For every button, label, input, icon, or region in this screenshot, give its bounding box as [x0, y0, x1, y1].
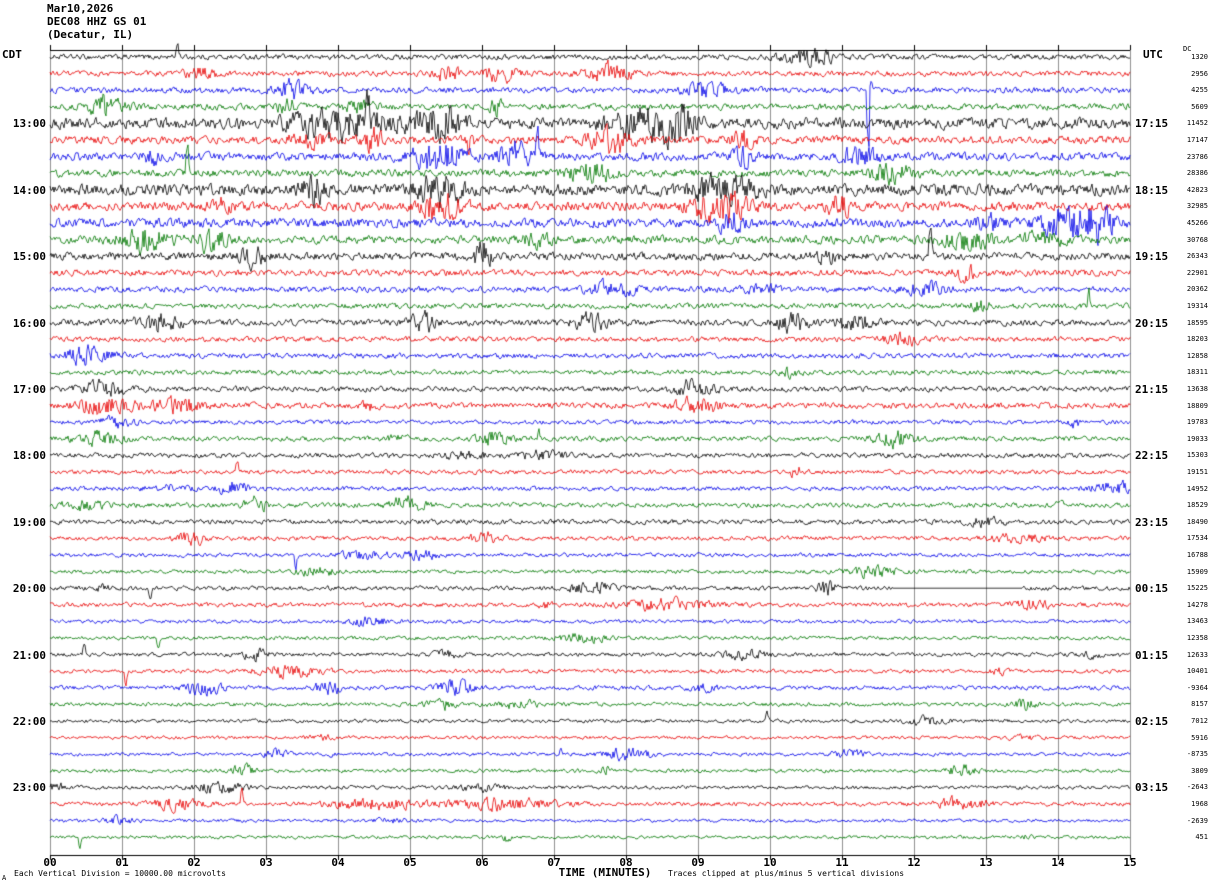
right-trace-value: 30768	[1186, 235, 1208, 244]
right-trace-value: 26343	[1186, 252, 1208, 261]
right-trace-value: 2956	[1191, 69, 1208, 78]
right-trace-value: 22901	[1186, 268, 1208, 277]
right-trace-value: 17534	[1186, 534, 1208, 543]
timezone-left-label: CDT	[2, 48, 22, 61]
right-trace-value: 5609	[1191, 102, 1208, 111]
left-hour-label: 21:00	[12, 648, 46, 662]
right-trace-value: 18311	[1186, 368, 1208, 377]
right-trace-value: 28386	[1186, 169, 1208, 178]
right-trace-value: 17147	[1186, 136, 1208, 144]
right-utc-label: 22:15	[1135, 449, 1169, 463]
x-tick-label: 11	[835, 856, 849, 869]
right-trace-value: 18490	[1186, 517, 1208, 526]
right-trace-value: 7012	[1191, 717, 1208, 725]
right-trace-value: 15225	[1186, 584, 1208, 593]
right-utc-label: 00:15	[1135, 582, 1169, 596]
x-tick-label: 12	[907, 856, 921, 869]
left-hour-label: 19:00	[12, 515, 46, 529]
right-utc-label: 21:15	[1135, 383, 1169, 396]
x-tick-label: 03	[259, 856, 273, 869]
right-trace-value: 12358	[1186, 634, 1208, 642]
right-trace-value: -2639	[1186, 816, 1208, 825]
right-trace-value: -8735	[1186, 750, 1208, 759]
x-tick-label: 15	[1123, 856, 1137, 869]
right-utc-label: 01:15	[1135, 648, 1169, 662]
left-hour-label: 23:00	[12, 781, 46, 795]
x-tick-label: 09	[691, 856, 705, 869]
right-utc-label: 18:15	[1135, 183, 1169, 197]
x-tick-label: 07	[547, 856, 561, 869]
left-hour-label: 16:00	[12, 316, 46, 330]
right-trace-value: 19033	[1186, 434, 1208, 443]
right-trace-value: 18203	[1186, 335, 1208, 344]
title-location: (Decatur, IL)	[47, 28, 134, 41]
right-trace-value: 45266	[1186, 219, 1208, 227]
left-hour-label: 22:00	[12, 715, 46, 728]
left-hour-label: 18:00	[12, 449, 46, 463]
x-tick-label: 01	[115, 856, 129, 869]
right-utc-label: 23:15	[1135, 515, 1169, 529]
right-trace-value: 19151	[1186, 468, 1208, 476]
right-trace-value: 16788	[1186, 551, 1208, 559]
x-tick-label: 08	[619, 856, 633, 869]
left-hour-label: 13:00	[12, 117, 46, 131]
x-tick-label: 14	[1051, 856, 1065, 869]
x-tick-label: 00	[43, 856, 57, 869]
right-trace-value: 8157	[1191, 700, 1208, 709]
x-tick-label: 02	[187, 856, 201, 869]
timezone-right-label: UTC	[1143, 48, 1163, 61]
right-trace-value: 18595	[1186, 318, 1208, 327]
right-trace-value: 451	[1195, 833, 1208, 842]
right-trace-value: 14278	[1186, 600, 1208, 609]
left-hour-label: 20:00	[12, 582, 46, 596]
x-tick-label: 10	[763, 856, 777, 869]
right-trace-value: 23786	[1186, 152, 1208, 161]
footer-scale-note: Each Vertical Division = 10000.00 microv…	[14, 869, 226, 878]
corner-mark: A	[2, 874, 7, 882]
right-trace-value: 5916	[1191, 733, 1208, 742]
right-trace-value: 4255	[1191, 86, 1208, 95]
right-utc-label: 03:15	[1135, 781, 1169, 795]
title-station: DEC08 HHZ GS 01	[47, 15, 147, 28]
x-tick-label: 06	[475, 856, 489, 869]
right-trace-value: 18809	[1186, 401, 1208, 410]
dc-scale-label: DC	[1183, 45, 1192, 53]
right-utc-label: 19:15	[1135, 250, 1169, 264]
x-tick-label: 05	[403, 856, 417, 869]
right-trace-value: 15909	[1186, 567, 1208, 576]
right-utc-label: 17:15	[1135, 117, 1169, 131]
left-hour-label: 15:00	[12, 250, 46, 264]
right-trace-value: 20362	[1186, 285, 1208, 294]
right-trace-value: 42823	[1186, 185, 1208, 194]
x-axis-title: TIME (MINUTES)	[558, 866, 652, 879]
right-trace-value: 13463	[1186, 617, 1208, 626]
right-trace-value: 19783	[1186, 418, 1208, 427]
right-trace-value: 15303	[1186, 451, 1208, 460]
title-block: Mar10,2026 DEC08 HHZ GS 01 (Decatur, IL)	[47, 2, 146, 41]
left-hour-label: 14:00	[12, 183, 46, 197]
right-trace-value: -2643	[1186, 783, 1208, 792]
x-tick-label: 04	[331, 856, 345, 869]
right-trace-value: 12633	[1186, 650, 1208, 659]
footer-clip-note: Traces clipped at plus/minus 5 vertical …	[668, 869, 905, 878]
right-trace-value: 19314	[1186, 302, 1208, 310]
right-trace-value: 12858	[1186, 351, 1208, 360]
x-tick-label: 13	[979, 856, 993, 869]
right-trace-value: 32985	[1186, 202, 1208, 211]
right-trace-value: 1320	[1191, 53, 1208, 61]
right-trace-value: -9364	[1186, 683, 1208, 692]
right-utc-label: 02:15	[1135, 715, 1169, 728]
right-trace-value: 13638	[1186, 385, 1208, 393]
right-trace-value: 1968	[1191, 800, 1208, 808]
right-trace-value: 18529	[1186, 501, 1208, 510]
right-trace-value: 14952	[1186, 484, 1208, 493]
left-hour-label: 17:00	[12, 383, 46, 396]
right-trace-value: 10401	[1186, 667, 1208, 676]
title-date: Mar10,2026	[47, 2, 114, 15]
right-trace-value: 11452	[1186, 119, 1208, 128]
right-trace-value: 3809	[1191, 766, 1208, 775]
right-utc-label: 20:15	[1135, 316, 1169, 330]
